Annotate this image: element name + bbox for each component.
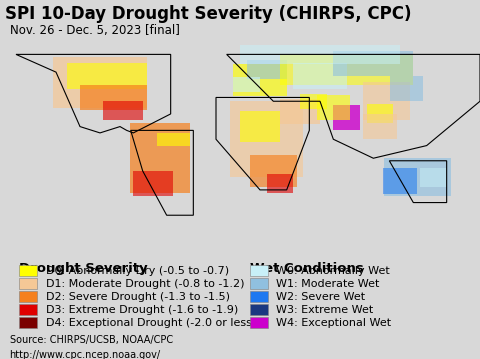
Bar (80, 85, 147, 110)
Bar (233, 77, 260, 92)
Bar (240, 45, 400, 64)
Text: Wet Conditions: Wet Conditions (250, 262, 363, 275)
Bar (156, 133, 190, 146)
Bar (390, 76, 423, 101)
Text: W4: Exceptional Wet: W4: Exceptional Wet (276, 318, 391, 327)
Bar (384, 168, 417, 194)
FancyBboxPatch shape (19, 317, 37, 328)
Text: Drought Severity: Drought Severity (19, 262, 148, 275)
FancyBboxPatch shape (19, 278, 37, 289)
Bar (300, 94, 327, 109)
Bar (384, 158, 451, 196)
Text: Source: CHIRPS/UCSB, NOAA/CPC: Source: CHIRPS/UCSB, NOAA/CPC (10, 335, 173, 345)
Text: D0: Abnormally Dry (-0.5 to -0.7): D0: Abnormally Dry (-0.5 to -0.7) (46, 266, 229, 276)
Bar (333, 51, 413, 76)
Text: W0: Abnormally Wet: W0: Abnormally Wet (276, 266, 390, 276)
Text: D1: Moderate Drought (-0.8 to -1.2): D1: Moderate Drought (-0.8 to -1.2) (46, 279, 244, 289)
FancyBboxPatch shape (250, 265, 268, 276)
Text: D4: Exceptional Drought (-2.0 or less): D4: Exceptional Drought (-2.0 or less) (46, 318, 256, 327)
Bar (420, 168, 447, 187)
Bar (230, 101, 303, 177)
Bar (280, 99, 320, 124)
Bar (233, 64, 287, 95)
Text: SPI 10-Day Drought Severity (CHIRPS, CPC): SPI 10-Day Drought Severity (CHIRPS, CPC… (5, 5, 411, 23)
Bar (130, 123, 190, 193)
FancyBboxPatch shape (19, 265, 37, 276)
Bar (317, 95, 350, 120)
Text: W3: Extreme Wet: W3: Extreme Wet (276, 304, 373, 314)
Bar (267, 174, 293, 193)
Bar (333, 105, 360, 130)
Bar (280, 54, 413, 85)
Bar (367, 104, 393, 123)
FancyBboxPatch shape (250, 291, 268, 302)
Bar (293, 63, 347, 89)
Bar (250, 155, 297, 187)
FancyBboxPatch shape (19, 304, 37, 315)
Bar (247, 60, 287, 79)
FancyBboxPatch shape (250, 317, 268, 328)
Bar (53, 57, 147, 108)
Text: Nov. 26 - Dec. 5, 2023 [final]: Nov. 26 - Dec. 5, 2023 [final] (10, 24, 180, 37)
FancyBboxPatch shape (250, 278, 268, 289)
Text: D2: Severe Drought (-1.3 to -1.5): D2: Severe Drought (-1.3 to -1.5) (46, 292, 229, 302)
Bar (103, 101, 143, 120)
Bar (240, 111, 280, 143)
Bar (67, 63, 147, 89)
Bar (363, 82, 410, 120)
FancyBboxPatch shape (250, 304, 268, 315)
Text: D3: Extreme Drought (-1.6 to -1.9): D3: Extreme Drought (-1.6 to -1.9) (46, 304, 238, 314)
FancyBboxPatch shape (19, 291, 37, 302)
Text: W2: Severe Wet: W2: Severe Wet (276, 292, 365, 302)
Bar (363, 114, 396, 139)
Text: http://www.cpc.ncep.noaa.gov/: http://www.cpc.ncep.noaa.gov/ (10, 350, 161, 359)
Text: W1: Moderate Wet: W1: Moderate Wet (276, 279, 379, 289)
Bar (133, 171, 173, 196)
